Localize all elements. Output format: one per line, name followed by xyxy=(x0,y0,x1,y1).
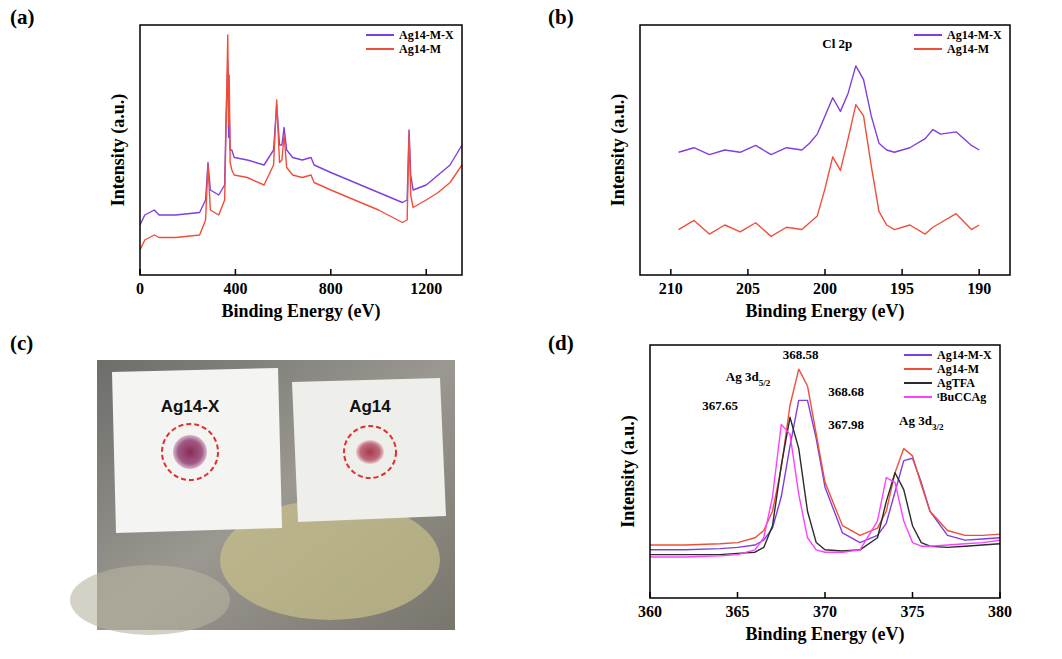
legend-swatch xyxy=(914,48,942,50)
legend-label: Ag14-M xyxy=(399,42,441,56)
x-tick-label: 200 xyxy=(813,280,837,297)
annotation: 367.98 xyxy=(828,417,864,432)
panel-letter: (b) xyxy=(548,5,574,29)
x-tick xyxy=(670,269,672,275)
sample-spot xyxy=(173,435,207,469)
y-axis-title: Intensity (a.u.) xyxy=(108,94,129,207)
figure: (a) 0 400 800 1200 Binding Energy (eV) Intensi… xyxy=(0,0,1062,659)
series-group xyxy=(679,66,980,236)
x-tick xyxy=(235,269,237,275)
spectrum-line xyxy=(650,400,1000,549)
x-tick-label: 400 xyxy=(223,280,247,297)
legend-label: Ag14-M xyxy=(947,42,989,56)
legend-swatch xyxy=(904,396,932,398)
legend-label: Ag14-M xyxy=(937,362,979,376)
x-tick-label: 800 xyxy=(319,280,343,297)
x-tick xyxy=(737,592,739,598)
x-tick-label: 365 xyxy=(726,603,750,620)
plot-frame xyxy=(640,25,1010,275)
x-tick-label: 210 xyxy=(659,280,683,297)
x-tick xyxy=(330,269,332,275)
highlight-circle xyxy=(344,426,396,478)
paper xyxy=(112,368,282,533)
annotation: Ag 3d3/2 xyxy=(899,413,944,432)
legend-label: ᵗBuCCAg xyxy=(937,390,986,404)
spectrum-line xyxy=(650,369,1000,545)
x-tick xyxy=(978,269,980,275)
x-tick-label: 1200 xyxy=(410,280,442,297)
spectrum-line xyxy=(650,425,1000,558)
spectrum-line xyxy=(650,417,1000,554)
x-tick xyxy=(824,269,826,275)
x-tick-label: 195 xyxy=(890,280,914,297)
spectrum-line xyxy=(140,35,462,250)
legend-swatch xyxy=(904,382,932,384)
legend-swatch xyxy=(366,48,394,50)
legend: Ag14-M-XAg14-M xyxy=(914,28,1002,56)
legend-swatch xyxy=(366,34,394,36)
photo-panel: (c) Ag14-X Ag14 xyxy=(10,331,455,635)
legend-label: AgTFA xyxy=(937,376,975,390)
x-tick-label: 380 xyxy=(988,603,1012,620)
plot-frame xyxy=(650,345,1000,598)
x-tick-label: 205 xyxy=(736,280,760,297)
sample-label: Ag14-X xyxy=(161,397,220,416)
series-group xyxy=(140,35,462,250)
x-tick xyxy=(901,269,903,275)
x-axis-title: Binding Energy (eV) xyxy=(745,301,904,322)
panel: (a) 0 400 800 1200 Binding Energy (eV) Intensi… xyxy=(10,5,462,322)
panel: (d) 360 365 370 375 380 Binding Energy (eV) Int… xyxy=(548,331,1012,645)
sample-spot xyxy=(356,440,384,464)
photo-background-detail xyxy=(70,565,230,635)
spectrum-line xyxy=(140,63,462,226)
spectrum-line xyxy=(679,66,980,155)
legend-swatch xyxy=(914,34,942,36)
legend-swatch xyxy=(904,354,932,356)
x-axis-title: Binding Energy (eV) xyxy=(221,301,380,322)
legend-swatch xyxy=(904,368,932,370)
paper xyxy=(292,378,446,522)
panel: (b) 210 205 200 195 190 Binding Energy (eV) Int… xyxy=(548,5,1010,322)
x-tick xyxy=(824,592,826,598)
panel-letter: (d) xyxy=(548,331,574,355)
spectrum-line xyxy=(679,105,980,237)
x-tick xyxy=(999,592,1001,598)
series-group xyxy=(650,369,1000,557)
legend: Ag14-M-XAg14-M xyxy=(366,28,454,56)
annotation: 368.58 xyxy=(783,347,819,362)
annotation: 367.65 xyxy=(702,398,738,413)
highlight-circle xyxy=(162,424,218,480)
annotation: 368.68 xyxy=(828,384,864,399)
x-tick-label: 375 xyxy=(901,603,925,620)
sample-label: Ag14 xyxy=(349,397,391,416)
legend-label: Ag14-M-X xyxy=(937,348,992,362)
x-axis-title: Binding Energy (eV) xyxy=(745,624,904,645)
y-axis-title: Intensity (a.u.) xyxy=(618,415,639,528)
x-tick xyxy=(649,592,651,598)
x-tick-label: 370 xyxy=(813,603,837,620)
x-tick xyxy=(912,592,914,598)
x-tick xyxy=(747,269,749,275)
x-tick xyxy=(425,269,427,275)
x-tick-label: 0 xyxy=(136,280,144,297)
legend-label: Ag14-M-X xyxy=(947,28,1002,42)
x-tick-label: 360 xyxy=(638,603,662,620)
x-tick xyxy=(139,269,141,275)
panel-letter: (c) xyxy=(10,331,33,355)
legend: Ag14-M-XAg14-MAgTFAᵗBuCCAg xyxy=(904,348,992,404)
annotation: Ag 3d5/2 xyxy=(726,369,771,388)
panel-letter: (a) xyxy=(10,5,35,29)
annotation: Cl 2p xyxy=(822,36,852,51)
legend-label: Ag14-M-X xyxy=(399,28,454,42)
plot-frame xyxy=(140,25,462,275)
x-tick-label: 190 xyxy=(967,280,991,297)
y-axis-title: Intensity (a.u.) xyxy=(608,94,629,207)
